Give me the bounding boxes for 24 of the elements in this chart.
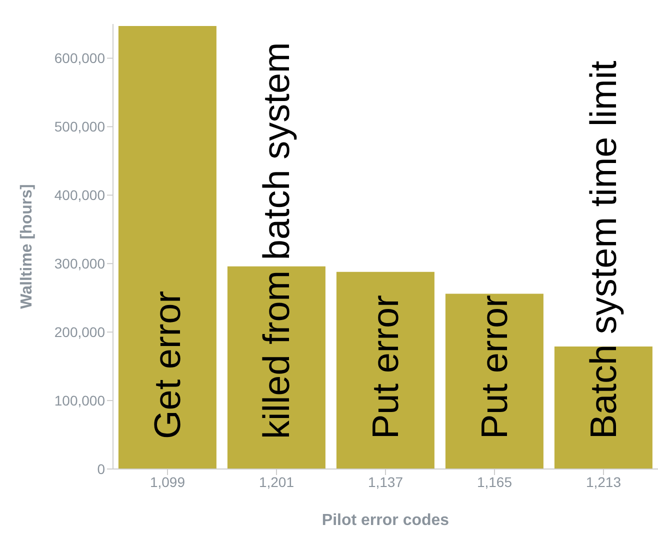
y-tick-label: 200,000 [54,324,106,340]
annotation: Put error [474,295,515,439]
y-tick-label: 300,000 [54,256,106,272]
bar [554,346,652,469]
bar [445,294,544,469]
bar [227,266,326,469]
x-tick-label: 1,213 [586,474,622,490]
x-tick-label: 1,099 [150,474,186,490]
x-tick-label: 1,165 [476,474,512,490]
annotation: Batch system time limit [583,60,624,439]
bar [336,272,434,469]
bar [118,26,216,469]
x-axis-title: Pilot error codes [322,512,450,529]
y-tick-label: 0 [97,460,106,477]
annotation: Get error [147,290,188,439]
y-tick-label: 400,000 [54,187,106,204]
y-tick-label: 100,000 [54,392,106,409]
annotation: killed from batch system [256,42,297,439]
annotation: Put error [365,295,406,439]
y-axis-title: Walltime [hours] [18,184,36,309]
x-tick-label: 1,137 [368,474,404,490]
y-tick-label: 500,000 [54,118,106,135]
x-tick-label: 1,201 [258,474,294,490]
y-tick-label: 600,000 [54,50,106,66]
